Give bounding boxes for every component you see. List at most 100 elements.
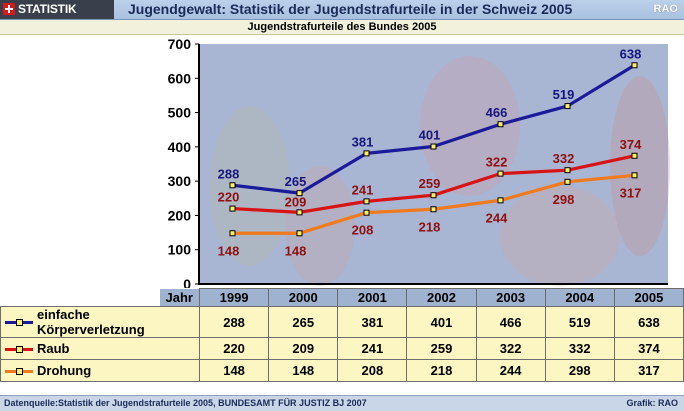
table-year-cell: 2002 [406,288,477,307]
table-cell: 220 [198,337,270,360]
table-cell: 322 [475,337,546,360]
graphic-credit: Grafik: RAO [626,398,678,408]
table-year-cell: 2004 [544,288,615,307]
data-label: 332 [553,151,575,166]
data-label: 374 [620,137,642,152]
y-tick-label: 500 [168,105,192,121]
data-point [497,170,504,177]
data-label: 322 [486,155,508,170]
data-label: 265 [285,174,307,189]
data-point [296,190,303,197]
table-year-cell: 2003 [475,288,546,307]
table-cell: 374 [613,337,684,360]
data-point [497,121,504,128]
background-figure [500,186,620,286]
table-cell: 265 [268,306,339,338]
data-point [363,209,370,216]
legend-key-line-icon [5,345,33,353]
data-label: 638 [620,46,642,61]
table-cell: 218 [406,359,477,382]
table-year-cell: 1999 [198,288,270,307]
data-table: Jahr 1999 2000 2001 2002 2003 2004 2005 … [0,288,684,382]
page-title: Jugendgewalt: Statistik der Jugendstrafu… [128,1,573,17]
data-point [631,62,638,69]
data-point [296,230,303,237]
table-row: einfache Körperverletzung 288 265 381 40… [0,306,684,338]
y-tick-label: 200 [168,207,192,223]
y-tick-label: 700 [168,36,192,52]
data-label: 209 [285,194,307,209]
data-label: 208 [352,223,374,238]
data-point [229,230,236,237]
series-label-drohung: Drohung [0,359,200,382]
table-year-cell: 2000 [268,288,339,307]
data-point [229,182,236,189]
table-cell: 288 [198,306,270,338]
table-cell: 241 [337,337,408,360]
table-cell: 148 [268,359,339,382]
swiss-cross-icon [3,3,15,15]
data-label: 148 [218,243,240,258]
data-point [430,143,437,150]
data-point [363,198,370,205]
data-point [296,209,303,216]
y-tick-label: 300 [168,173,192,189]
series-label-raub: Raub [0,337,200,360]
data-point [229,205,236,212]
table-cell: 638 [613,306,684,338]
table-header-label: Jahr [0,288,200,307]
table-cell: 244 [475,359,546,382]
y-tick-label: 600 [168,70,192,86]
data-point [430,206,437,213]
title-bar: STATISTIK SCHWEIZ Jugendgewalt: Statisti… [0,0,684,35]
table-cell: 208 [337,359,408,382]
legend-key-line-icon [5,319,33,326]
line-chart: 0 100 200 300 400 500 600 700 288 265 381 401 466 519… [168,36,670,288]
data-point [564,103,571,110]
footer-bar: Datenquelle:Statistik der Jugendstrafurt… [0,395,684,411]
table-row: Drohung 148 148 208 218 244 298 317 [0,359,684,382]
author-badge: RAO [653,3,678,15]
data-label: 259 [419,176,441,191]
data-label: 381 [352,134,374,149]
series-label-korperverletzung: einfache Körperverletzung [0,306,200,338]
data-point [430,192,437,199]
table-cell: 209 [268,337,339,360]
data-label: 220 [218,190,240,205]
data-label: 401 [419,128,441,143]
table-cell: 381 [337,306,408,338]
data-label: 288 [218,166,240,181]
table-year-cell: 2005 [613,288,684,307]
legend-key-line-icon [5,367,33,375]
y-tick-label: 400 [168,139,192,155]
table-year-cell: 2001 [337,288,408,307]
data-label: 148 [285,243,307,258]
data-point [631,172,638,179]
subtitle-bar: Jugendstrafurteile des Bundes 2005 [0,20,684,35]
table-cell: 148 [198,359,270,382]
table-cell: 401 [406,306,477,338]
data-label: 466 [486,105,508,120]
data-label: 218 [419,219,441,234]
table-cell: 298 [544,359,615,382]
table-cell: 259 [406,337,477,360]
table-cell: 317 [613,359,684,382]
data-point [631,152,638,159]
table-cell: 466 [475,306,546,338]
data-label: 244 [486,210,508,225]
data-label: 519 [553,87,575,102]
data-label: 298 [553,192,575,207]
table-row: Raub 220 209 241 259 322 332 374 [0,337,684,360]
background-figure [610,76,670,256]
data-point [564,178,571,185]
data-point [497,197,504,204]
data-point [564,167,571,174]
data-source: Datenquelle:Statistik der Jugendstrafurt… [4,398,367,408]
y-tick-label: 0 [183,276,191,288]
statistik-schweiz-logo: STATISTIK SCHWEIZ [0,0,114,35]
y-tick-label: 100 [168,242,192,258]
table-cell: 519 [544,306,615,338]
table-cell: 332 [544,337,615,360]
data-point [363,150,370,157]
chart-subtitle: Jugendstrafurteile des Bundes 2005 [247,21,437,33]
